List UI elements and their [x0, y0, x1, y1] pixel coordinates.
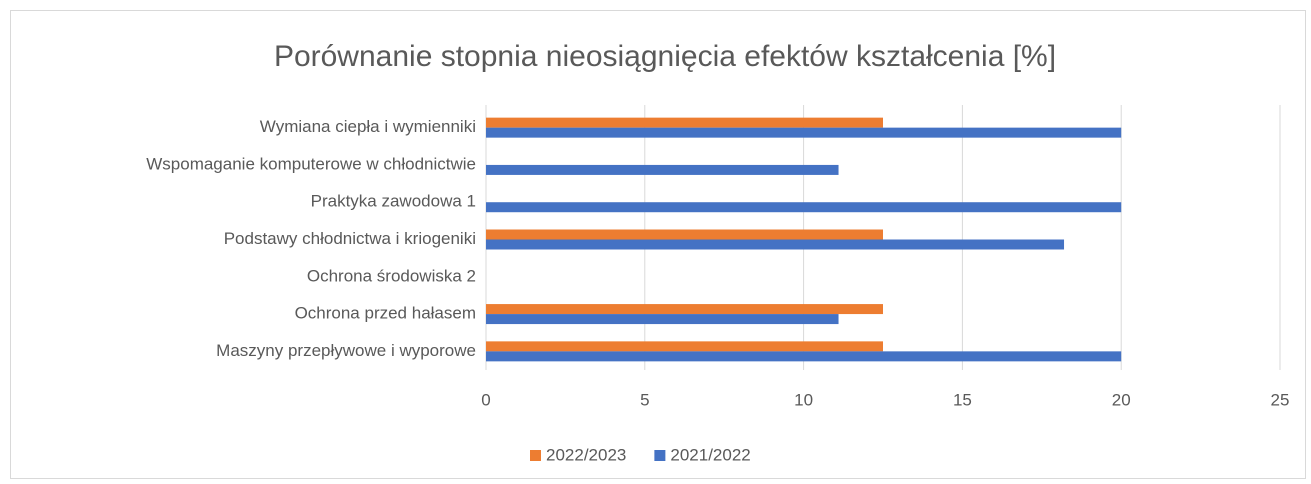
y-tick-label: Podstawy chłodnictwa i kriogeniki: [224, 229, 476, 248]
bar: [486, 202, 1122, 213]
bar: [486, 304, 883, 315]
x-tick-label: 15: [953, 390, 972, 409]
bar: [486, 229, 883, 240]
bar: [486, 239, 1065, 250]
bar: [486, 351, 1122, 362]
legend-label: 2021/2022: [670, 445, 750, 464]
bar: [486, 314, 839, 325]
chart-title: Porównanie stopnia nieosiągnięcia efektó…: [274, 40, 1056, 73]
y-tick-label: Ochrona przed hałasem: [295, 304, 476, 323]
y-tick-label: Wymiana ciepła i wymienniki: [260, 117, 476, 136]
y-tick-label: Wspomaganie komputerowe w chłodnictwie: [146, 154, 476, 173]
x-tick-label: 20: [1112, 390, 1131, 409]
bar: [486, 164, 839, 175]
y-tick-label: Ochrona środowiska 2: [307, 266, 476, 285]
x-tick-label: 10: [794, 390, 813, 409]
legend-swatch: [654, 450, 666, 461]
x-tick-label: 5: [640, 390, 649, 409]
x-tick-label: 0: [481, 390, 490, 409]
bar: [486, 127, 1122, 138]
y-tick-label: Praktyka zawodowa 1: [311, 192, 476, 211]
bar: [486, 341, 883, 352]
legend-swatch: [530, 450, 541, 461]
x-tick-label: 25: [1271, 390, 1290, 409]
y-tick-label: Maszyny przepływowe i wyporowe: [216, 341, 476, 360]
legend-label: 2022/2023: [546, 445, 626, 464]
bar: [486, 117, 883, 128]
